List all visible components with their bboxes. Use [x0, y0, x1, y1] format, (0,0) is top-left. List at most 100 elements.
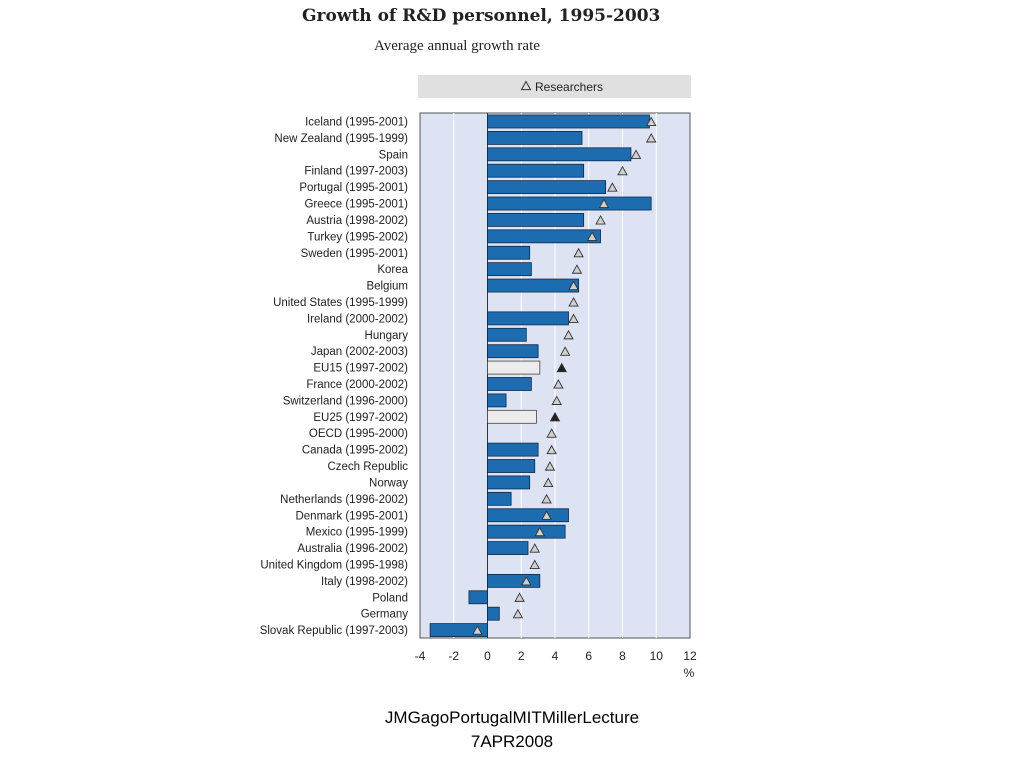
- chart-title: Growth of R&D personnel, 1995-2003: [302, 6, 661, 26]
- bar: [487, 344, 539, 359]
- researcher-marker: [529, 543, 541, 553]
- x-tick-label: -4: [415, 649, 426, 663]
- researcher-marker: [541, 493, 552, 504]
- category-label: Mexico (1995-1999): [306, 527, 408, 539]
- researcher-marker: [559, 346, 571, 356]
- bar: [487, 147, 632, 162]
- researcher-marker: [617, 165, 628, 176]
- category-label: EU15 (1997-2002): [313, 363, 408, 375]
- x-tick-label: -2: [448, 649, 459, 663]
- researcher-marker: [514, 592, 525, 602]
- bar: [487, 508, 569, 523]
- category-label: Slovak Republic (1997-2003): [260, 625, 408, 637]
- bar: [487, 327, 527, 342]
- bar: [487, 393, 507, 408]
- category-label: Netherlands (1996-2002): [280, 494, 408, 506]
- x-axis-unit-label: %: [684, 666, 695, 680]
- bar: [487, 229, 601, 244]
- researcher-marker: [568, 280, 579, 291]
- x-tick-label: 10: [650, 649, 664, 663]
- x-tick-label: 12: [683, 649, 697, 663]
- bar: [487, 213, 585, 227]
- category-label: Germany: [361, 609, 409, 621]
- researcher-marker: [607, 182, 618, 192]
- researcher-marker: [521, 575, 532, 586]
- category-label: Korea: [377, 264, 408, 276]
- bar: [487, 409, 537, 424]
- category-label: Italy (1998-2002): [321, 576, 408, 588]
- bar-chart: Researchers Iceland (1995-2001) New Zeala…: [260, 75, 697, 680]
- footer: JMGagoPortugalMITMillerLecture 7APR2008: [0, 706, 1024, 754]
- researcher-marker: [630, 149, 642, 159]
- chart-subtitle: Average annual growth rate: [374, 38, 540, 54]
- category-label: Australia (1996-2002): [297, 543, 408, 555]
- researcher-marker: [542, 477, 554, 487]
- chart-legend: Researchers: [418, 75, 691, 98]
- bar: [487, 360, 541, 375]
- category-label: United States (1995-1999): [273, 297, 408, 309]
- researcher-marker: [598, 198, 610, 209]
- category-label: Spain: [379, 149, 408, 161]
- bar: [487, 278, 580, 293]
- researcher-marker: [551, 395, 562, 405]
- bar: [487, 114, 650, 129]
- bar: [487, 311, 569, 326]
- researcher-marker: [541, 510, 552, 520]
- bar: [487, 606, 500, 621]
- category-label: Czech Republic: [327, 461, 408, 473]
- researcher-marker: [571, 264, 583, 274]
- researcher-marker: [553, 379, 564, 389]
- x-tick-label: 4: [552, 649, 559, 663]
- legend-label: Researchers: [535, 80, 603, 94]
- bar: [487, 245, 531, 260]
- category-label: Hungary: [365, 330, 409, 342]
- bar: [487, 573, 541, 588]
- category-label: OECD (1995-2000): [309, 428, 408, 440]
- category-label: New Zealand (1995-1999): [274, 133, 408, 145]
- x-tick-label: 8: [619, 649, 626, 663]
- category-label: France (2000-2002): [306, 379, 408, 391]
- category-label: Iceland (1995-2001): [305, 117, 408, 129]
- x-tick-label: 2: [518, 649, 525, 663]
- category-label: United Kingdom (1995-1998): [260, 559, 408, 571]
- category-label: Poland: [372, 592, 408, 604]
- bar: [487, 163, 585, 178]
- researcher-marker: [573, 247, 584, 258]
- researcher-marker: [546, 444, 557, 455]
- category-label: Finland (1997-2003): [304, 166, 408, 178]
- category-label: EU25 (1997-2002): [313, 412, 408, 424]
- footer-line-2: 7APR2008: [470, 732, 554, 751]
- x-tick-labels: -4 -2 0 2 4 6 8 10 12: [415, 649, 697, 663]
- researcher-marker: [549, 411, 561, 422]
- bar: [487, 491, 512, 506]
- bar: [487, 541, 529, 555]
- category-label: Turkey (1995-2002): [307, 231, 408, 243]
- category-label: Denmark (1995-2001): [295, 510, 408, 522]
- x-tick-label: 6: [585, 649, 592, 663]
- category-label: Sweden (1995-2001): [301, 248, 409, 260]
- researcher-marker: [568, 313, 579, 323]
- bar: [487, 442, 539, 457]
- researcher-marker: [563, 329, 574, 340]
- legend-triangle-icon: [520, 80, 532, 91]
- category-label: Canada (1995-2002): [302, 445, 408, 457]
- bar: [487, 524, 566, 539]
- researcher-marker: [586, 231, 598, 241]
- researcher-marker: [568, 297, 579, 307]
- researcher-marker: [546, 428, 557, 438]
- researcher-marker: [645, 116, 657, 127]
- category-label: Austria (1998-2002): [306, 215, 408, 227]
- category-label: Greece (1995-2001): [304, 199, 408, 211]
- category-label: Portugal (1995-2001): [299, 182, 408, 194]
- category-label: Ireland (2000-2002): [307, 313, 408, 325]
- researcher-marker: [595, 215, 606, 225]
- researcher-marker: [512, 608, 524, 619]
- category-label: Japan (2002-2003): [311, 346, 408, 358]
- bar: [487, 196, 652, 211]
- researcher-markers: [472, 116, 657, 635]
- category-label: Belgium: [366, 281, 408, 293]
- bar: [487, 262, 532, 277]
- bar: [487, 131, 583, 145]
- bar: [487, 459, 536, 473]
- legend-background: [418, 75, 691, 98]
